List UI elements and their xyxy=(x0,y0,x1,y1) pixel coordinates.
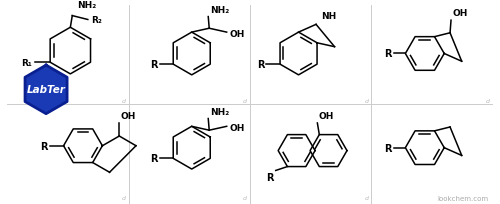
Text: d: d xyxy=(486,99,490,103)
Text: R₂: R₂ xyxy=(90,16,102,25)
Text: R: R xyxy=(266,173,274,183)
Text: d: d xyxy=(243,195,247,200)
Text: R: R xyxy=(257,60,264,70)
Text: OH: OH xyxy=(230,29,245,38)
Text: OH: OH xyxy=(318,112,334,120)
Text: R: R xyxy=(384,143,392,153)
Text: d: d xyxy=(364,99,368,103)
Text: d: d xyxy=(122,195,126,200)
Text: NH: NH xyxy=(321,12,336,21)
Text: OH: OH xyxy=(230,123,245,132)
Text: lookchem.com: lookchem.com xyxy=(438,195,489,201)
Text: R₁: R₁ xyxy=(21,58,32,67)
Text: OH: OH xyxy=(120,112,136,121)
Text: OH: OH xyxy=(453,9,468,18)
Text: NH₂: NH₂ xyxy=(210,6,230,15)
Polygon shape xyxy=(25,66,67,114)
Text: d: d xyxy=(122,99,126,103)
Text: R: R xyxy=(150,60,158,70)
Text: LabTer: LabTer xyxy=(26,85,66,95)
Text: d: d xyxy=(364,195,368,200)
Text: R: R xyxy=(150,154,158,164)
Text: R: R xyxy=(40,141,48,151)
Text: R: R xyxy=(384,49,392,59)
Text: NH₂: NH₂ xyxy=(210,107,230,116)
Text: NH₂: NH₂ xyxy=(77,1,96,10)
Text: d: d xyxy=(243,99,247,103)
